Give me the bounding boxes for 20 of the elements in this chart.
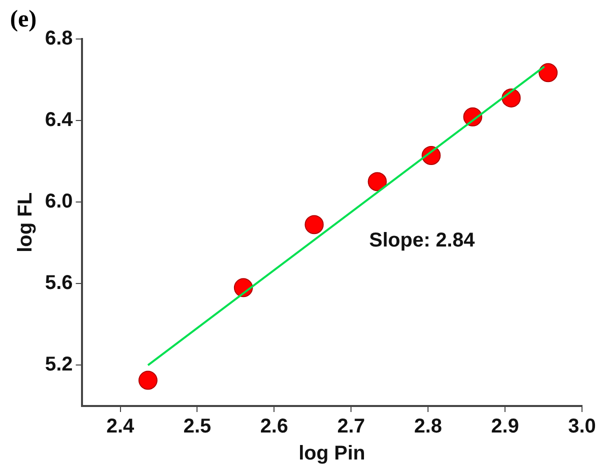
x-axis-title: log Pin xyxy=(298,442,366,465)
chart-title: (e) xyxy=(10,6,37,33)
y-tick-label: 5.2 xyxy=(44,354,73,376)
point xyxy=(538,63,558,82)
x-tick-label: 2.5 xyxy=(183,416,212,438)
x-tick-label: 2.9 xyxy=(491,416,519,438)
y-tick-label: 6.8 xyxy=(44,27,73,50)
point xyxy=(138,370,158,390)
y-tick-label: 6.0 xyxy=(44,190,73,213)
x-tick-label: 2.6 xyxy=(260,416,288,438)
x-tick-label: 2.8 xyxy=(414,416,442,438)
y-tick-label: 5.6 xyxy=(44,272,73,294)
y-tick-label: 6.4 xyxy=(44,108,74,131)
x-tick-label: 2.7 xyxy=(337,416,366,438)
x-tick-label: 2.4 xyxy=(106,416,136,438)
point xyxy=(304,215,324,234)
x-tick-label: 3.0 xyxy=(568,416,596,438)
point xyxy=(368,172,387,192)
annotation: Slope: 2.84 xyxy=(369,229,476,252)
y-axis-title: log FL xyxy=(14,192,37,252)
